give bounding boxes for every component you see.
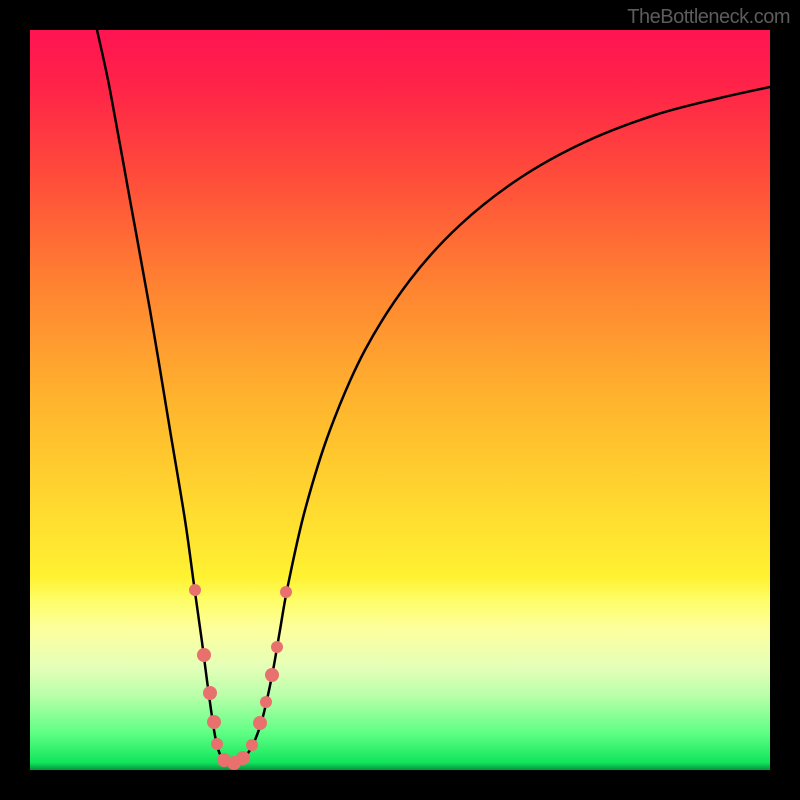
bead-marker [280,586,292,598]
bead-marker [211,738,223,750]
watermark-text: TheBottleneck.com [627,6,790,29]
chart-container: TheBottleneck.com [0,0,800,800]
bead-marker [271,641,283,653]
bead-marker [253,716,267,730]
plot-area [30,30,770,770]
bead-marker [207,715,221,729]
bead-marker [265,668,279,682]
bead-marker [260,696,272,708]
bead-marker [236,751,250,765]
bead-marker [197,648,211,662]
beads-group [189,584,292,770]
bead-marker [203,686,217,700]
bead-marker [189,584,201,596]
bead-marker [246,739,258,751]
curve-layer [30,30,770,770]
